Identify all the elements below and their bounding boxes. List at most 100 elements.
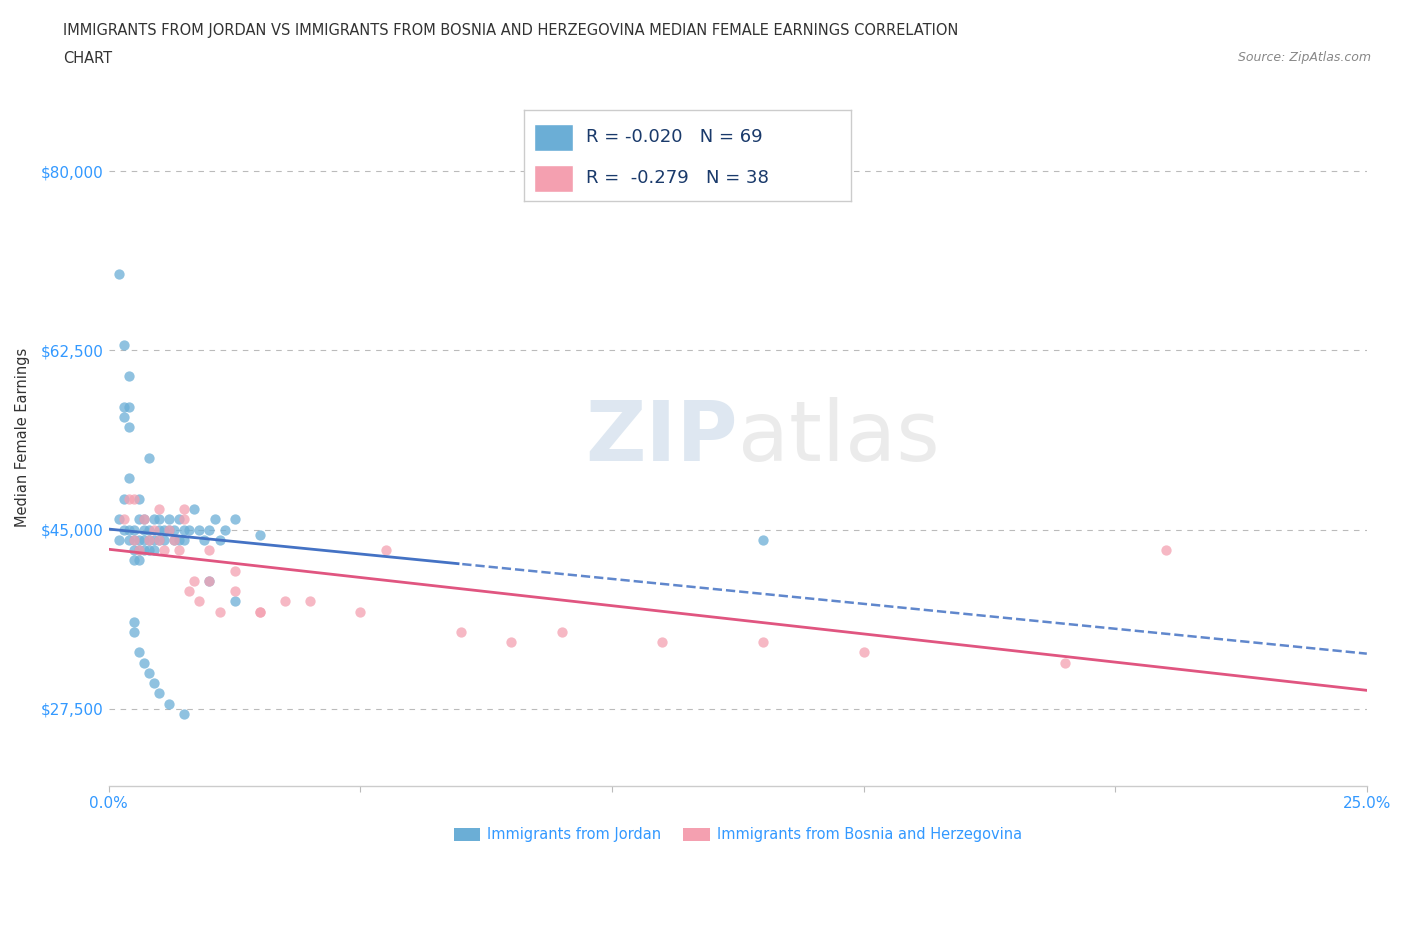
Point bbox=[122, 615, 145, 630]
Point bbox=[208, 533, 231, 548]
Point bbox=[122, 543, 145, 558]
Point bbox=[349, 604, 371, 619]
Point bbox=[501, 635, 523, 650]
Point bbox=[118, 399, 141, 414]
Point bbox=[108, 533, 131, 548]
Point bbox=[108, 512, 131, 526]
Point bbox=[214, 522, 236, 537]
Point bbox=[128, 491, 150, 506]
Point bbox=[157, 522, 180, 537]
Point bbox=[132, 522, 155, 537]
Point bbox=[274, 594, 297, 609]
Point bbox=[138, 450, 160, 465]
Point bbox=[128, 512, 150, 526]
Point bbox=[122, 533, 145, 548]
Point bbox=[163, 533, 186, 548]
Point bbox=[224, 512, 246, 526]
Point bbox=[118, 368, 141, 383]
Point bbox=[143, 512, 166, 526]
Point bbox=[118, 419, 141, 434]
Point bbox=[752, 635, 775, 650]
Point bbox=[169, 543, 191, 558]
Point bbox=[179, 584, 201, 599]
Point bbox=[122, 533, 145, 548]
Y-axis label: Median Female Earnings: Median Female Earnings bbox=[15, 348, 30, 527]
Point bbox=[143, 676, 166, 691]
Point bbox=[143, 533, 166, 548]
Point bbox=[198, 574, 221, 589]
Point bbox=[112, 409, 135, 424]
Point bbox=[157, 697, 180, 711]
Point bbox=[208, 604, 231, 619]
Point bbox=[122, 553, 145, 568]
Point bbox=[112, 399, 135, 414]
Point bbox=[752, 533, 775, 548]
Point bbox=[132, 533, 155, 548]
Point bbox=[138, 533, 160, 548]
Point bbox=[118, 491, 141, 506]
Point bbox=[112, 522, 135, 537]
Point bbox=[148, 686, 170, 701]
Point bbox=[148, 512, 170, 526]
Point bbox=[138, 522, 160, 537]
Point bbox=[204, 512, 226, 526]
Point bbox=[118, 533, 141, 548]
Point bbox=[1053, 656, 1076, 671]
Point bbox=[249, 604, 271, 619]
Point bbox=[122, 625, 145, 640]
Point bbox=[188, 522, 211, 537]
Point bbox=[118, 471, 141, 485]
Legend: Immigrants from Jordan, Immigrants from Bosnia and Herzegovina: Immigrants from Jordan, Immigrants from … bbox=[449, 821, 1028, 848]
Point bbox=[157, 522, 180, 537]
Point bbox=[173, 522, 195, 537]
Point bbox=[132, 543, 155, 558]
Text: atlas: atlas bbox=[738, 397, 939, 478]
Point bbox=[188, 594, 211, 609]
Point bbox=[163, 533, 186, 548]
Text: ZIP: ZIP bbox=[585, 397, 738, 478]
Point bbox=[132, 656, 155, 671]
Point bbox=[132, 512, 155, 526]
Point bbox=[173, 707, 195, 722]
Point bbox=[153, 533, 176, 548]
Point bbox=[112, 338, 135, 352]
Point bbox=[198, 574, 221, 589]
Point bbox=[179, 522, 201, 537]
Point bbox=[128, 533, 150, 548]
Point bbox=[143, 522, 166, 537]
Point bbox=[153, 543, 176, 558]
Point bbox=[183, 574, 205, 589]
Text: IMMIGRANTS FROM JORDAN VS IMMIGRANTS FROM BOSNIA AND HERZEGOVINA MEDIAN FEMALE E: IMMIGRANTS FROM JORDAN VS IMMIGRANTS FRO… bbox=[63, 23, 959, 38]
Point bbox=[122, 522, 145, 537]
Point bbox=[224, 564, 246, 578]
Point bbox=[249, 604, 271, 619]
Point bbox=[138, 666, 160, 681]
Point bbox=[148, 501, 170, 516]
Point bbox=[183, 501, 205, 516]
Point bbox=[1154, 543, 1177, 558]
Point bbox=[169, 512, 191, 526]
Point bbox=[169, 533, 191, 548]
Point bbox=[112, 512, 135, 526]
Point bbox=[173, 501, 195, 516]
Point bbox=[148, 533, 170, 548]
Point bbox=[193, 533, 215, 548]
Point bbox=[148, 533, 170, 548]
Point bbox=[224, 584, 246, 599]
Point bbox=[138, 533, 160, 548]
Point bbox=[128, 543, 150, 558]
Point bbox=[153, 522, 176, 537]
Point bbox=[163, 522, 186, 537]
Point bbox=[198, 522, 221, 537]
Point bbox=[108, 266, 131, 281]
Text: Source: ZipAtlas.com: Source: ZipAtlas.com bbox=[1237, 51, 1371, 64]
Point bbox=[249, 527, 271, 542]
Point bbox=[122, 491, 145, 506]
Point bbox=[299, 594, 322, 609]
Point bbox=[450, 625, 472, 640]
Point bbox=[128, 645, 150, 660]
Point bbox=[157, 512, 180, 526]
Point bbox=[173, 512, 195, 526]
Point bbox=[374, 543, 396, 558]
Point bbox=[173, 533, 195, 548]
